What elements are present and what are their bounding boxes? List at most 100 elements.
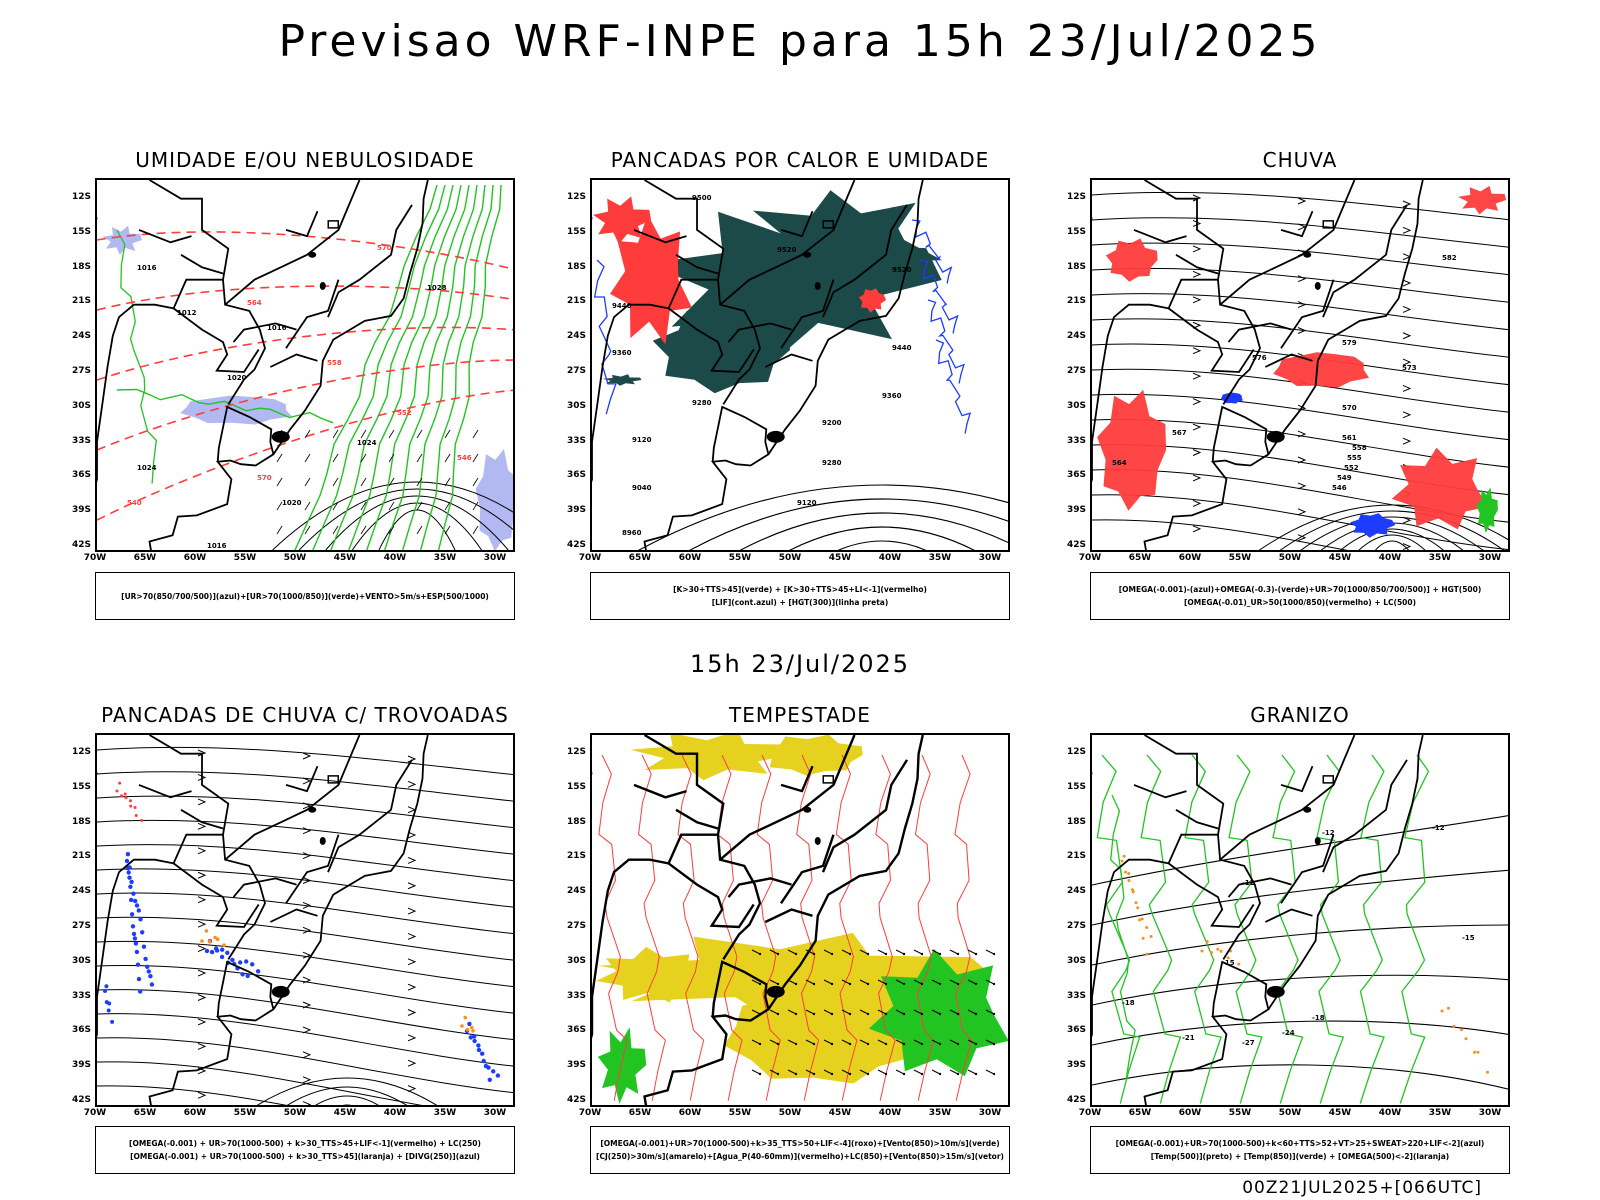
lon-label: 45W — [828, 553, 852, 563]
lon-label: 50W — [778, 1108, 802, 1118]
lon-label: 65W — [628, 553, 652, 563]
lon-label: 50W — [283, 1108, 307, 1118]
lat-label: 42S — [1066, 1095, 1086, 1105]
lon-label: 35W — [433, 1108, 457, 1118]
lon-label: 40W — [878, 553, 902, 563]
lat-label: 39S — [71, 505, 91, 516]
omega-area — [1476, 487, 1498, 533]
humidity-area — [475, 449, 513, 550]
legend-line: [OMEGA(-0.01)_UR>50(1000/850)(vermelho) … — [1183, 598, 1417, 607]
contour-label: 1016 — [267, 324, 287, 332]
legend-line: [CJ(250)>30m/s](amarelo)+[Agua_P(40-60mm… — [596, 1152, 1004, 1161]
rain-area — [1391, 447, 1488, 530]
contour-label: 552 — [397, 409, 412, 417]
contour-label: 561 — [1342, 434, 1357, 442]
lon-label: 55W — [233, 553, 257, 563]
omega-area — [1350, 513, 1396, 538]
contour-label: 570 — [1342, 404, 1357, 412]
contour-label: 570 — [377, 244, 392, 252]
lon-label: 55W — [728, 553, 752, 563]
contour-label: -18 — [1122, 999, 1135, 1007]
legend-line: [LIF](cont.azul) + [HGT(300)](linha pret… — [711, 598, 889, 607]
rain-area — [1097, 389, 1167, 511]
legend-pancadas-trovoadas: [OMEGA(-0.001) + UR>70(1000-500) + k>30_… — [95, 1126, 515, 1174]
lat-label: 27S — [71, 921, 91, 931]
lat-label: 33S — [1066, 435, 1086, 446]
map-canvas — [592, 735, 1008, 1105]
lon-label: 55W — [233, 1108, 257, 1118]
lat-label: 21S — [566, 296, 586, 307]
contour-label: 552 — [1344, 464, 1359, 472]
lon-label: 30W — [483, 1108, 507, 1118]
lat-label: 39S — [566, 505, 586, 516]
lon-label: 40W — [383, 1108, 407, 1118]
panel-title-umidade: UMIDADE E/OU NEBULOSIDADE — [135, 148, 475, 172]
legend-line: [OMEGA(-0.001)-(azul)+OMEGA(-0.3)-(verde… — [1118, 585, 1482, 594]
lon-label: 50W — [1278, 553, 1302, 563]
lon-label: 45W — [828, 1108, 852, 1118]
run-code: 00Z21JUL2025+[066UTC] — [1242, 1178, 1482, 1198]
panel-title-pancadas-calor: PANCADAS POR CALOR E UMIDADE — [610, 148, 990, 172]
lat-label: 24S — [566, 886, 586, 897]
lon-label: 35W — [1428, 553, 1452, 563]
contour-label: 9280 — [822, 459, 842, 467]
lon-label: 45W — [333, 553, 357, 563]
lat-label: 27S — [1066, 366, 1086, 376]
lat-label: 21S — [71, 851, 91, 862]
lon-label: 70W — [1078, 1108, 1102, 1118]
lat-label: 18S — [566, 261, 586, 272]
contour-label: -18 — [1312, 1014, 1325, 1022]
contour-label: 9360 — [612, 349, 632, 357]
map-canvas: 1016 1012 1016 1020 1024 1024 1020 1016 1028 570 5… — [97, 180, 513, 550]
lon-label: 70W — [83, 553, 107, 563]
lon-label: 60W — [678, 1108, 702, 1118]
contour-label: 582 — [1442, 254, 1457, 262]
lat-label: 36S — [1066, 470, 1086, 481]
lat-label: 30S — [1066, 400, 1086, 411]
lat-label: 12S — [71, 747, 91, 757]
contour-label: 9520 — [777, 246, 797, 254]
lon-label: 50W — [778, 553, 802, 563]
contour-label: 564 — [1112, 459, 1127, 467]
lat-label: 21S — [566, 851, 586, 862]
lon-label: 65W — [1128, 1108, 1152, 1118]
contour-label: 1028 — [427, 284, 447, 292]
lat-label: 18S — [71, 261, 91, 272]
lat-label: 21S — [71, 296, 91, 307]
lat-label: 33S — [566, 990, 586, 1001]
contour-label: 579 — [1342, 339, 1357, 347]
legend-line: [OMEGA(-0.001)+UR>70(1000-500)+k<60+TTS>… — [1115, 1139, 1485, 1148]
lon-label: 65W — [133, 1108, 157, 1118]
contour-label: -24 — [1282, 1029, 1295, 1037]
contour-label: 1012 — [177, 309, 197, 317]
jet-area — [760, 735, 863, 776]
lat-label: 42S — [566, 540, 586, 550]
contour-label: 1024 — [357, 439, 377, 447]
contour-label: 9120 — [632, 436, 652, 444]
lat-label: 24S — [1066, 331, 1086, 342]
lat-label: 39S — [1066, 1060, 1086, 1071]
contour-label: 9280 — [692, 399, 712, 407]
lat-label: 33S — [1066, 990, 1086, 1001]
lat-label: 36S — [566, 1025, 586, 1036]
contour-label: 549 — [1337, 474, 1352, 482]
lat-label: 12S — [1066, 747, 1086, 757]
panel-title-tempestade: TEMPESTADE — [729, 703, 871, 727]
contour-label: 567 — [1172, 429, 1187, 437]
contour-label: 9120 — [797, 499, 817, 507]
lat-label: 30S — [71, 400, 91, 411]
lat-label: 24S — [566, 331, 586, 342]
lat-label: 24S — [71, 886, 91, 897]
lon-label: 35W — [928, 553, 952, 563]
contour-label: 9040 — [632, 484, 652, 492]
contour-label: 8960 — [622, 529, 642, 537]
lat-label: 33S — [566, 435, 586, 446]
jet-area — [630, 735, 795, 781]
lat-label: 27S — [566, 366, 586, 376]
lon-label: 70W — [83, 1108, 107, 1118]
lon-label: 35W — [928, 1108, 952, 1118]
contour-label: -15 — [1222, 959, 1235, 967]
legend-line: [K>30+TTS>45](verde) + [K>30+TTS>45+LI<-… — [673, 585, 927, 594]
contour-label: 564 — [247, 299, 262, 307]
lon-label: 65W — [1128, 553, 1152, 563]
